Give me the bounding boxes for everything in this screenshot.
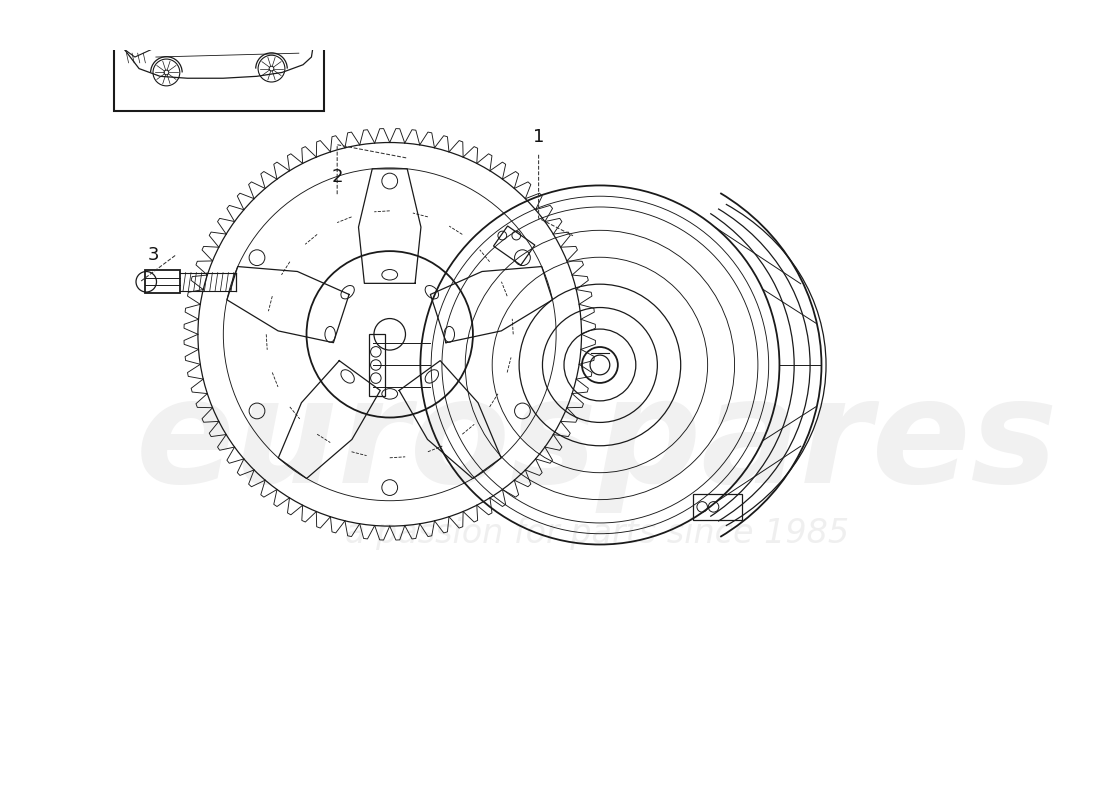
Text: 1: 1 — [532, 128, 544, 146]
Bar — [368, 334, 385, 396]
Bar — [494, 226, 535, 265]
Bar — [114, 0, 324, 111]
Text: 2: 2 — [331, 168, 343, 186]
Text: a passion for parts since 1985: a passion for parts since 1985 — [345, 517, 849, 550]
Bar — [144, 270, 179, 293]
Text: eurospares: eurospares — [136, 371, 1058, 513]
Text: 3: 3 — [147, 246, 160, 265]
Bar — [693, 494, 741, 520]
